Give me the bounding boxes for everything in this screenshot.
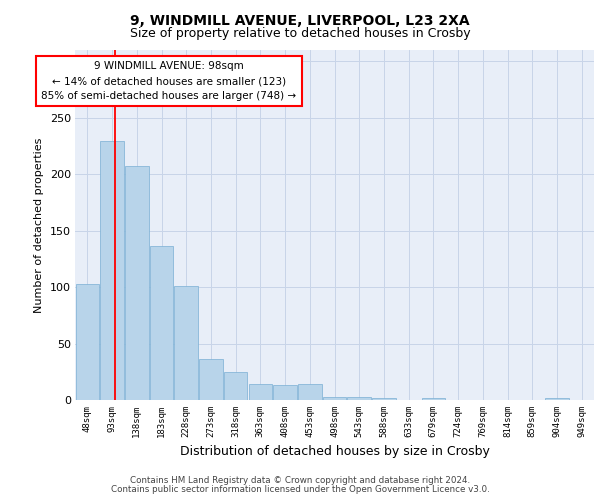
Bar [372, 398, 395, 400]
Bar [125, 166, 149, 400]
Text: Contains public sector information licensed under the Open Government Licence v3: Contains public sector information licen… [110, 485, 490, 494]
X-axis label: Distribution of detached houses by size in Crosby: Distribution of detached houses by size … [179, 446, 490, 458]
Bar [76, 284, 99, 400]
Text: 9 WINDMILL AVENUE: 98sqm
← 14% of detached houses are smaller (123)
85% of semi-: 9 WINDMILL AVENUE: 98sqm ← 14% of detach… [41, 62, 296, 101]
Bar [545, 398, 569, 400]
Bar [323, 396, 346, 400]
Bar [224, 372, 247, 400]
Bar [422, 398, 445, 400]
Bar [298, 384, 322, 400]
Text: 9, WINDMILL AVENUE, LIVERPOOL, L23 2XA: 9, WINDMILL AVENUE, LIVERPOOL, L23 2XA [130, 14, 470, 28]
Bar [175, 286, 198, 400]
Bar [347, 396, 371, 400]
Bar [199, 360, 223, 400]
Bar [100, 142, 124, 400]
Y-axis label: Number of detached properties: Number of detached properties [34, 138, 44, 312]
Bar [274, 386, 297, 400]
Bar [150, 246, 173, 400]
Text: Contains HM Land Registry data © Crown copyright and database right 2024.: Contains HM Land Registry data © Crown c… [130, 476, 470, 485]
Bar [248, 384, 272, 400]
Text: Size of property relative to detached houses in Crosby: Size of property relative to detached ho… [130, 27, 470, 40]
